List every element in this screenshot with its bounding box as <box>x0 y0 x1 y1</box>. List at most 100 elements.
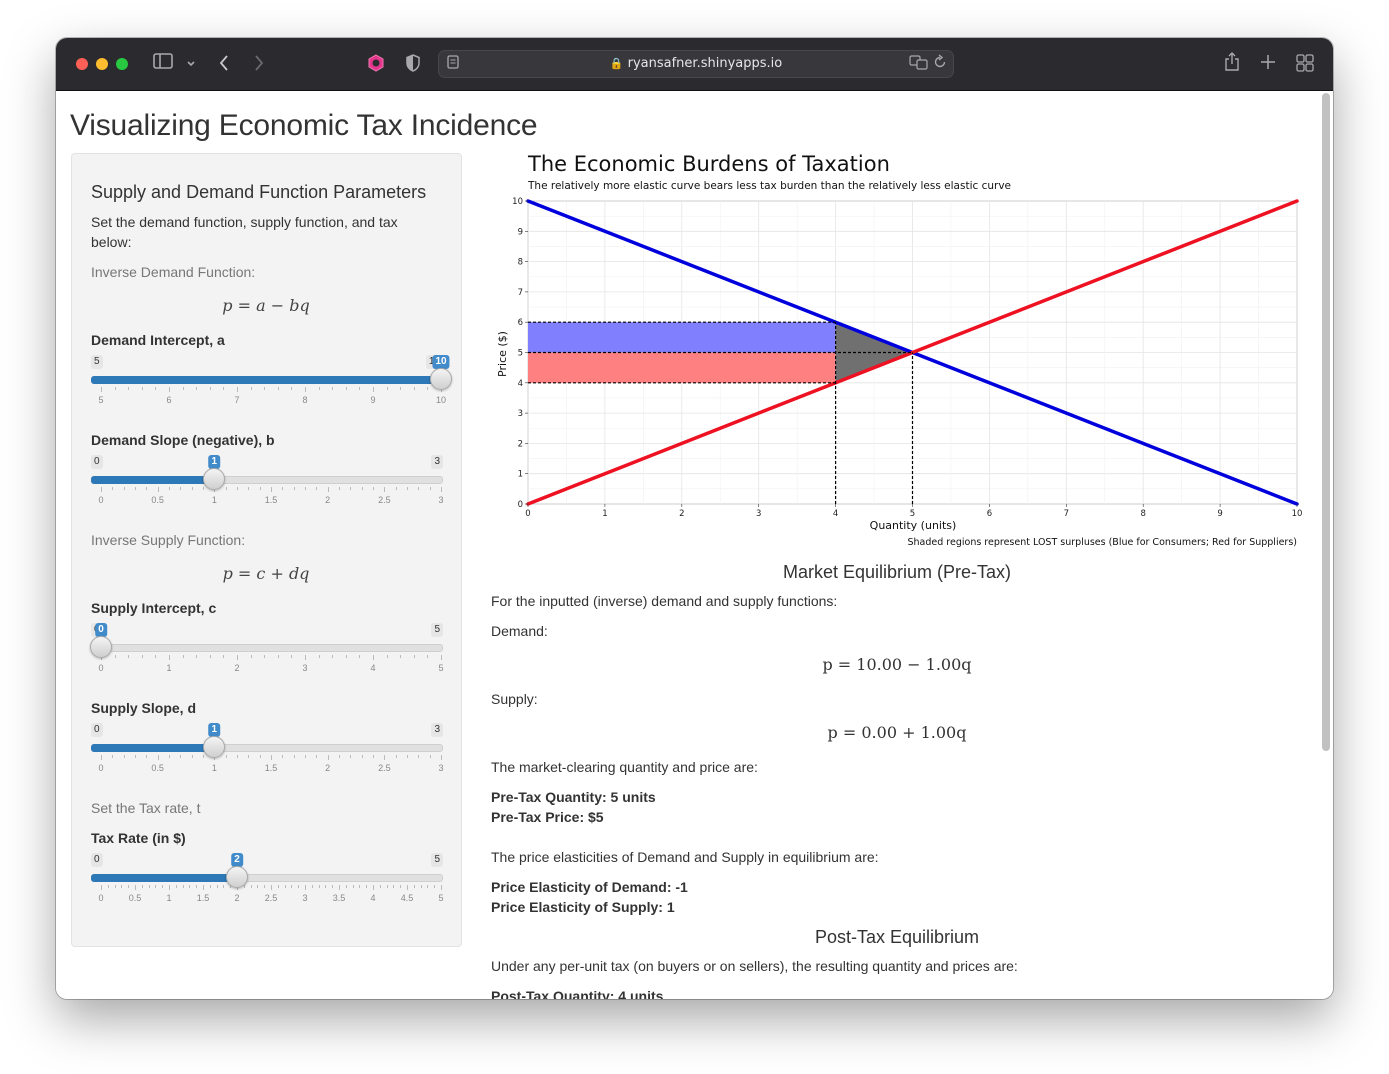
slider-minor-tick <box>112 487 114 490</box>
slider-minor-tick <box>318 885 320 888</box>
slider-minor-tick <box>141 885 143 888</box>
translate-icon[interactable] <box>909 54 929 75</box>
minimize-window-button[interactable] <box>96 58 108 70</box>
x-tick-label: 9 <box>1217 509 1222 519</box>
slider-minor-tick <box>386 655 388 658</box>
x-tick-label: 10 <box>1292 509 1303 519</box>
slider-handle[interactable] <box>90 636 112 658</box>
posttax-heading: Post-Tax Equilibrium <box>814 927 980 947</box>
reader-icon[interactable] <box>447 54 459 74</box>
share-icon[interactable] <box>1224 52 1240 77</box>
supply-function-label: Inverse Supply Function: <box>91 532 246 548</box>
slider-minor-tick <box>420 885 422 888</box>
slider-minor-tick <box>316 755 318 758</box>
lock-icon: 🔒 <box>609 57 624 70</box>
supply-word: Supply: <box>491 691 538 707</box>
slider-track[interactable] <box>91 644 443 652</box>
slider-minor-tick <box>257 885 259 888</box>
slider-minor-tick <box>180 755 182 758</box>
slider-tick <box>384 755 386 760</box>
slider-minor-tick <box>407 755 408 758</box>
slider-tick <box>373 885 374 890</box>
slider-tick <box>169 655 170 660</box>
slider-minor-tick <box>350 487 352 490</box>
slider-current-value: 1 <box>208 455 221 469</box>
page-scrollbar[interactable] <box>1322 93 1330 751</box>
slider-minor-tick <box>135 487 136 490</box>
supply-slope-slider[interactable]: 0 3 0 0.5 1 1.5 2 2.5 3 1 <box>91 723 444 783</box>
slider-tick-label: 2 <box>325 763 331 773</box>
zoom-window-button[interactable] <box>116 58 128 70</box>
reload-icon[interactable] <box>933 54 947 75</box>
slider-tick <box>373 655 374 660</box>
tab-overview-icon[interactable] <box>1296 54 1314 77</box>
slider-minor-tick <box>196 885 198 888</box>
slider-minor-tick <box>146 755 148 758</box>
slider-minor-tick <box>282 755 284 758</box>
slider-minor-tick <box>250 387 252 390</box>
slider-minor-tick <box>361 487 363 490</box>
slider-tick <box>157 755 159 760</box>
slider-tick <box>101 487 102 492</box>
x-axis-label: Quantity (units) <box>870 519 957 532</box>
slider-handle[interactable] <box>430 368 452 390</box>
slider-minor-tick <box>169 487 170 490</box>
slider-minor-tick <box>400 655 402 658</box>
demand-intercept-slider[interactable]: 510567891010 <box>91 355 452 415</box>
slider-tick <box>203 885 204 890</box>
address-bar[interactable]: 🔒 ryansafner.shinyapps.io <box>438 50 954 78</box>
slider-tick <box>101 755 102 760</box>
x-tick-label: 3 <box>756 509 761 519</box>
back-icon[interactable] <box>218 54 230 77</box>
slider-minor-tick <box>293 487 295 490</box>
slider-tick-label: 1.5 <box>264 495 278 505</box>
slider-minor-tick <box>209 885 211 888</box>
slider-minor-tick <box>248 487 250 490</box>
privacy-shield-icon[interactable] <box>405 54 421 77</box>
chevron-down-icon[interactable] <box>186 54 196 74</box>
x-tick-label: 0 <box>525 509 530 519</box>
slider-tick <box>305 387 306 392</box>
slider-tick <box>101 885 102 890</box>
demand-slope-slider[interactable]: 0 3 0 0.5 1 1.5 2 2.5 3 1 <box>91 455 444 515</box>
slider-minor-tick <box>155 387 157 390</box>
slider-minor-tick <box>393 885 395 888</box>
pretax-heading: Market Equilibrium (Pre-Tax) <box>782 562 1012 582</box>
extension-icon[interactable] <box>367 54 385 77</box>
slider-tick-label: 0 <box>98 763 104 773</box>
slider-minor-tick <box>237 755 238 758</box>
slider-minor-tick <box>225 487 227 490</box>
page-content: Visualizing Economic Tax Incidence Suppl… <box>56 91 1333 999</box>
slider-current-value: 1 <box>208 723 221 737</box>
slider-minor-tick <box>339 755 340 758</box>
new-tab-icon[interactable] <box>1260 54 1276 75</box>
slider-fill <box>91 744 215 752</box>
page-title: Visualizing Economic Tax Incidence <box>70 109 538 142</box>
slider-handle[interactable] <box>226 866 248 888</box>
slider-handle[interactable] <box>203 468 226 490</box>
slider-tick <box>441 885 442 890</box>
slider-handle[interactable] <box>203 736 226 758</box>
slider-minor-tick <box>325 885 327 888</box>
forward-icon[interactable] <box>253 54 265 77</box>
supply-elasticity: Price Elasticity of Supply: 1 <box>491 899 675 915</box>
clearing-text: The market-clearing quantity and price a… <box>491 759 758 775</box>
lost-surplus-region <box>528 322 836 353</box>
slider-minor-tick <box>316 487 318 490</box>
pretax-quantity: Pre-Tax Quantity: 5 units <box>491 789 656 805</box>
sidebar-toggle-icon[interactable] <box>153 53 173 74</box>
slider-tick-label: 4 <box>370 663 376 673</box>
close-window-button[interactable] <box>76 58 88 70</box>
slider-minor-tick <box>429 755 431 758</box>
slider-minor-tick <box>128 655 130 658</box>
tax-rate-slider[interactable]: 0 5 0 0.5 1 1.5 2 2.5 3 3.5 4 4.5 5 2 <box>91 853 444 913</box>
slider-minor-tick <box>180 487 182 490</box>
panel-heading: Supply and Demand Function Parameters <box>91 182 427 202</box>
slider-minor-tick <box>141 655 143 658</box>
supply-intercept-slider[interactable]: 050123450 <box>90 623 444 683</box>
slider-tick-label: 1 <box>211 495 217 505</box>
slider-tick-label: 0.5 <box>151 495 164 505</box>
slider-minor-tick <box>189 885 191 888</box>
slider-tick-label: 2 <box>325 495 331 505</box>
slider-minor-tick <box>291 885 293 888</box>
